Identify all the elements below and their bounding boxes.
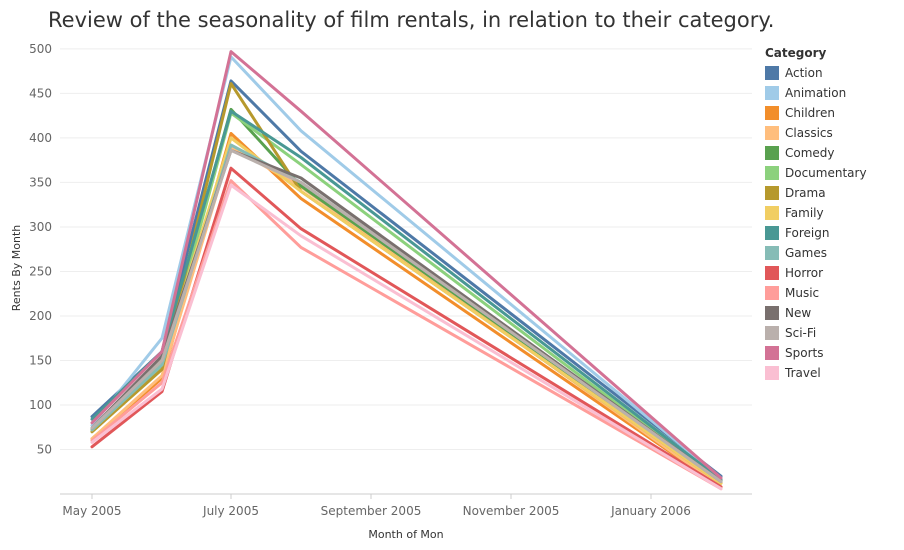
legend-swatch xyxy=(765,146,779,160)
legend-item-documentary[interactable]: Documentary xyxy=(765,163,867,183)
legend-swatch xyxy=(765,366,779,380)
legend-label: Classics xyxy=(785,126,833,140)
x-tick-label: May 2005 xyxy=(62,504,121,518)
legend-item-sports[interactable]: Sports xyxy=(765,343,867,363)
legend-item-classics[interactable]: Classics xyxy=(765,123,867,143)
legend-swatch xyxy=(765,226,779,240)
legend-item-music[interactable]: Music xyxy=(765,283,867,303)
legend-item-sci-fi[interactable]: Sci-Fi xyxy=(765,323,867,343)
legend-item-foreign[interactable]: Foreign xyxy=(765,223,867,243)
legend-label: Travel xyxy=(785,366,821,380)
legend-label: Foreign xyxy=(785,226,830,240)
legend-swatch xyxy=(765,186,779,200)
legend-label: Music xyxy=(785,286,820,300)
x-tick-label: July 2005 xyxy=(202,504,259,518)
x-tick-label: January 2006 xyxy=(610,504,691,518)
legend-label: Horror xyxy=(785,266,824,280)
y-axis-title: Rents By Month xyxy=(10,225,23,311)
x-tick-label: September 2005 xyxy=(321,504,422,518)
gridlines xyxy=(60,48,752,450)
y-axis-ticks: 50 100 150 200 250 300 350 400 450 500 xyxy=(29,42,52,457)
legend-title: Category xyxy=(765,46,827,60)
x-tick-label: November 2005 xyxy=(463,504,560,518)
legend-label: Animation xyxy=(785,86,847,100)
y-tick-label: 100 xyxy=(29,398,52,412)
series-lines xyxy=(90,50,723,491)
legend-item-new[interactable]: New xyxy=(765,303,867,323)
legend-swatch xyxy=(765,206,779,220)
legend-swatch xyxy=(765,306,779,320)
legend-swatch xyxy=(765,66,779,80)
series-line-sports[interactable] xyxy=(90,50,723,480)
legend-label: Documentary xyxy=(785,166,867,180)
y-tick-label: 450 xyxy=(29,86,52,100)
x-axis-ticks: May 2005 July 2005 September 2005 November … xyxy=(62,494,691,518)
legend-swatch xyxy=(765,166,779,180)
legend-swatch xyxy=(765,266,779,280)
legend: Category Action Animation Children Classics… xyxy=(765,46,867,383)
series-line-sci-fi[interactable] xyxy=(90,148,723,483)
legend-item-children[interactable]: Children xyxy=(765,103,867,123)
legend-swatch xyxy=(765,86,779,100)
legend-label: Drama xyxy=(785,186,826,200)
y-tick-label: 200 xyxy=(29,309,52,323)
legend-item-family[interactable]: Family xyxy=(765,203,867,223)
legend-swatch xyxy=(765,126,779,140)
x-axis-title: Month of Mon xyxy=(368,528,443,541)
legend-item-games[interactable]: Games xyxy=(765,243,867,263)
legend-swatch xyxy=(765,286,779,300)
y-tick-label: 350 xyxy=(29,175,52,189)
y-tick-label: 500 xyxy=(29,42,52,56)
chart-title: Review of the seasonality of film rental… xyxy=(48,8,775,32)
legend-label: Family xyxy=(785,206,824,220)
legend-label: Games xyxy=(785,246,827,260)
y-tick-label: 300 xyxy=(29,220,52,234)
legend-label: Children xyxy=(785,106,835,120)
legend-item-drama[interactable]: Drama xyxy=(765,183,867,203)
y-tick-label: 400 xyxy=(29,131,52,145)
legend-swatch xyxy=(765,346,779,360)
series-line-horror[interactable] xyxy=(90,166,723,489)
legend-item-travel[interactable]: Travel xyxy=(765,363,867,383)
legend-items: Action Animation Children Classics Comedy Doc… xyxy=(765,63,867,383)
legend-swatch xyxy=(765,106,779,120)
legend-item-action[interactable]: Action xyxy=(765,63,867,83)
series-line-travel[interactable] xyxy=(90,183,723,491)
y-tick-label: 150 xyxy=(29,353,52,367)
legend-label: Sci-Fi xyxy=(785,326,817,340)
y-tick-label: 250 xyxy=(29,264,52,278)
legend-label: Action xyxy=(785,66,823,80)
series-line-music[interactable] xyxy=(90,179,723,491)
legend-swatch xyxy=(765,326,779,340)
legend-item-comedy[interactable]: Comedy xyxy=(765,143,867,163)
legend-label: Sports xyxy=(785,346,824,360)
legend-label: New xyxy=(785,306,812,320)
y-tick-label: 50 xyxy=(37,442,52,456)
legend-label: Comedy xyxy=(785,146,835,160)
legend-swatch xyxy=(765,246,779,260)
legend-item-horror[interactable]: Horror xyxy=(765,263,867,283)
legend-item-animation[interactable]: Animation xyxy=(765,83,867,103)
